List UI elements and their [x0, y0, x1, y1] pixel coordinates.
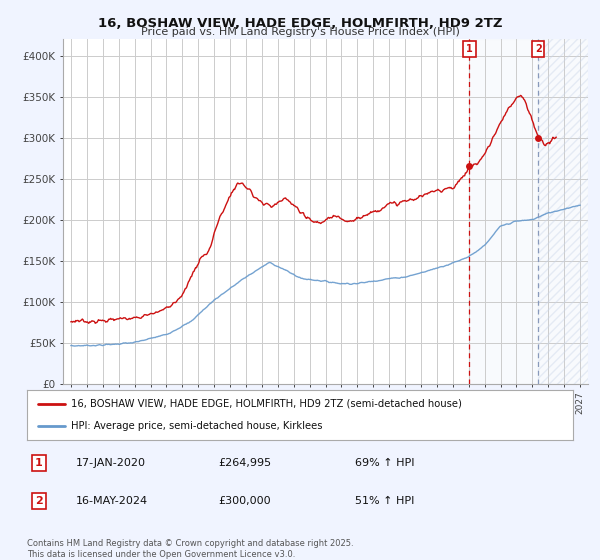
Text: 69% ↑ HPI: 69% ↑ HPI — [355, 458, 414, 468]
Text: 51% ↑ HPI: 51% ↑ HPI — [355, 496, 414, 506]
Bar — [538, 39, 588, 384]
Text: Contains HM Land Registry data © Crown copyright and database right 2025.
This d: Contains HM Land Registry data © Crown c… — [27, 539, 353, 559]
Text: 16, BOSHAW VIEW, HADE EDGE, HOLMFIRTH, HD9 2TZ: 16, BOSHAW VIEW, HADE EDGE, HOLMFIRTH, H… — [98, 17, 502, 30]
Text: £264,995: £264,995 — [218, 458, 271, 468]
Text: 1: 1 — [35, 458, 43, 468]
Text: 16, BOSHAW VIEW, HADE EDGE, HOLMFIRTH, HD9 2TZ (semi-detached house): 16, BOSHAW VIEW, HADE EDGE, HOLMFIRTH, H… — [71, 399, 461, 409]
Text: Price paid vs. HM Land Registry's House Price Index (HPI): Price paid vs. HM Land Registry's House … — [140, 27, 460, 37]
Text: 2: 2 — [35, 496, 43, 506]
Bar — [469, 39, 538, 384]
Text: 1: 1 — [466, 44, 473, 54]
Text: 2: 2 — [535, 44, 542, 54]
Text: £300,000: £300,000 — [218, 496, 271, 506]
Text: 17-JAN-2020: 17-JAN-2020 — [76, 458, 146, 468]
Text: 16-MAY-2024: 16-MAY-2024 — [76, 496, 148, 506]
Bar — [538, 39, 588, 384]
Text: HPI: Average price, semi-detached house, Kirklees: HPI: Average price, semi-detached house,… — [71, 421, 322, 431]
